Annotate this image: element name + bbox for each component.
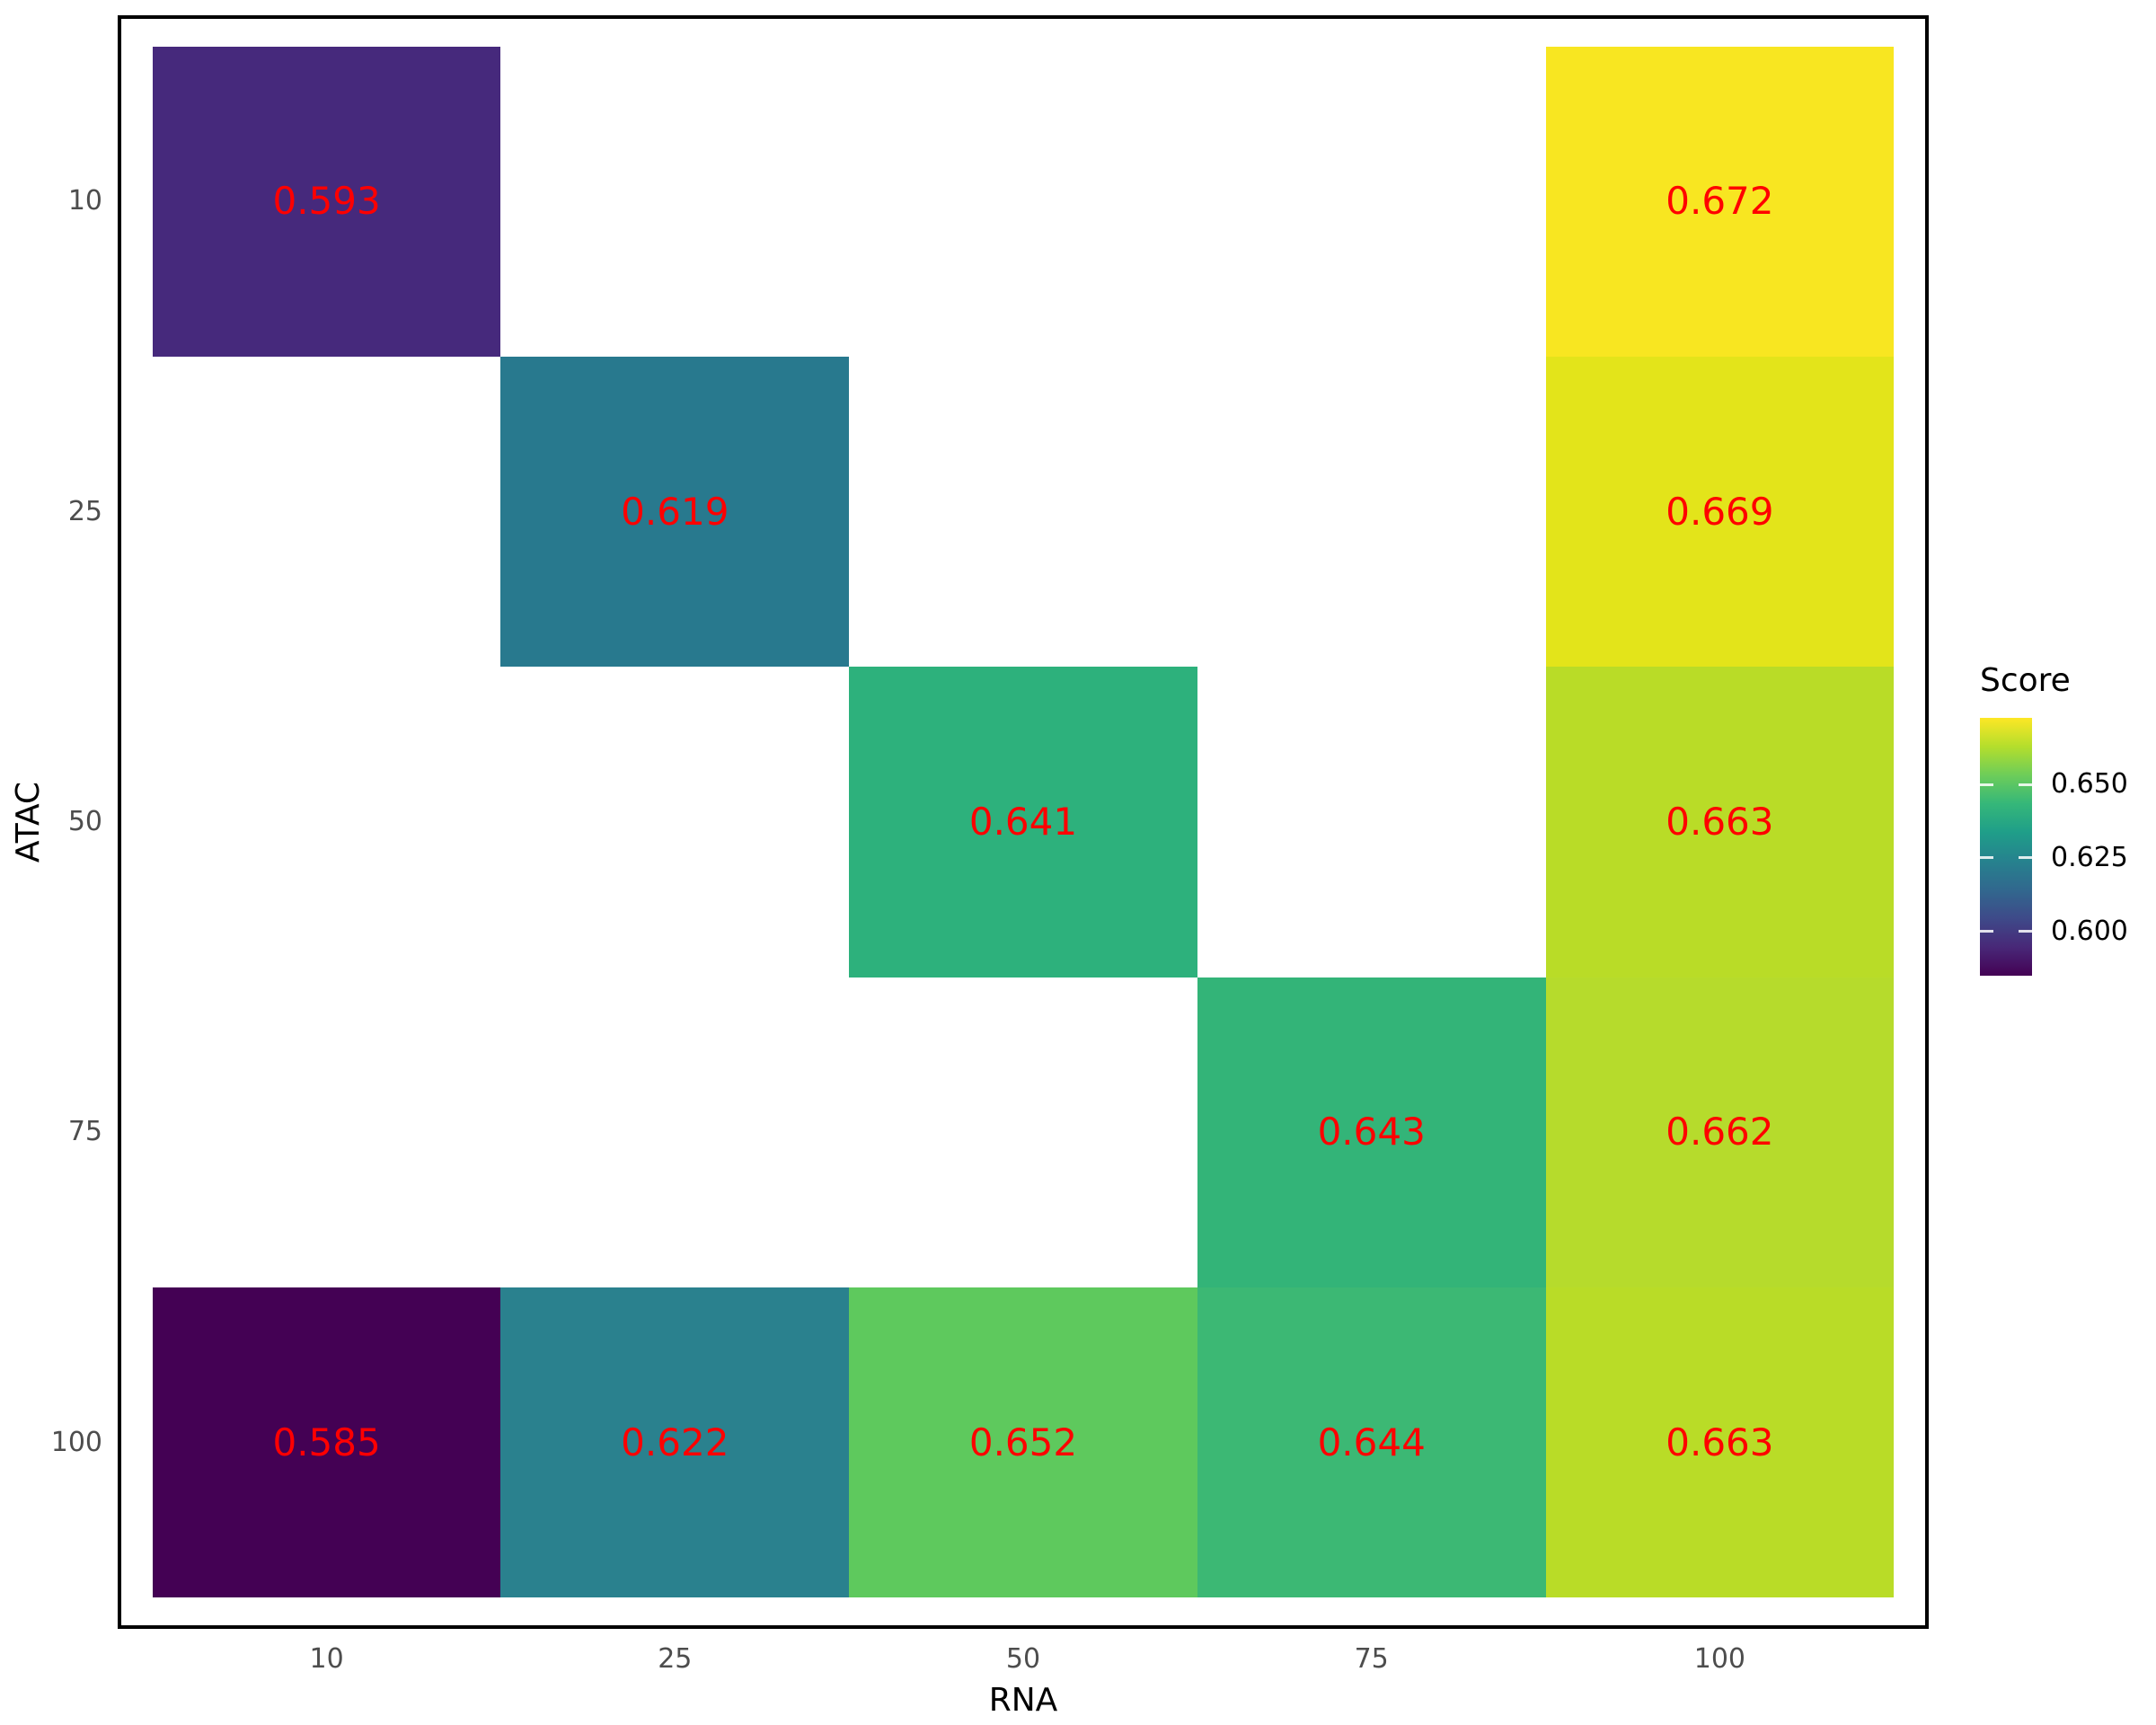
heatmap-tile: 0.585 [152, 1287, 501, 1598]
tile-value-label: 0.644 [1317, 1420, 1426, 1464]
heatmap-tile: 0.672 [1545, 46, 1895, 357]
heatmap-tile: 0.663 [1545, 667, 1895, 978]
x-tick-label: 50 [1005, 1643, 1041, 1675]
heatmap-tile: 0.643 [1197, 977, 1546, 1288]
heatmap-tile: 0.619 [500, 356, 850, 668]
heatmap-tile: 0.644 [1197, 1287, 1546, 1598]
legend-colorbar [1980, 718, 2032, 976]
tile-value-label: 0.585 [272, 1420, 381, 1464]
x-axis-title: RNA [988, 1682, 1058, 1719]
legend-tick-mark [2019, 783, 2032, 786]
heatmap-tile: 0.652 [849, 1287, 1197, 1598]
legend-tick-mark [1980, 783, 1993, 786]
legend-tick-label: 0.650 [2051, 768, 2128, 801]
legend-tick-mark [1980, 856, 1993, 860]
x-tick-label: 10 [309, 1643, 344, 1675]
tile-value-label: 0.622 [621, 1420, 729, 1464]
heatmap-tile: 0.662 [1545, 977, 1895, 1288]
tile-value-label: 0.663 [1666, 799, 1774, 844]
tile-value-label: 0.663 [1666, 1420, 1774, 1464]
tile-value-label: 0.643 [1317, 1110, 1426, 1154]
legend-tick-mark [1980, 930, 1993, 933]
tile-value-label: 0.641 [968, 799, 1078, 844]
legend-tick-mark [2019, 930, 2032, 933]
y-tick-label: 100 [50, 1426, 102, 1458]
heatmap-tile: 0.622 [500, 1287, 850, 1598]
heatmap-tile: 0.669 [1545, 356, 1895, 668]
tile-value-label: 0.669 [1666, 489, 1774, 534]
legend-tick-label: 0.600 [2051, 915, 2128, 947]
tile-value-label: 0.619 [621, 489, 729, 534]
tile-value-label: 0.662 [1666, 1110, 1774, 1154]
y-tick-label: 25 [67, 495, 102, 527]
y-tick-label: 50 [67, 806, 102, 837]
heatmap-tile: 0.641 [849, 667, 1197, 978]
x-tick-label: 100 [1693, 1643, 1746, 1675]
legend-title: Score [1980, 662, 2071, 699]
heatmap-tile: 0.663 [1545, 1287, 1895, 1598]
y-axis-title: ATAC [10, 781, 47, 863]
legend: Score 0.650 0.625 0.600 [1967, 665, 2156, 988]
y-tick-label: 75 [67, 1116, 102, 1148]
tile-value-label: 0.672 [1666, 179, 1774, 224]
legend-tick-label: 0.625 [2051, 841, 2128, 873]
x-tick-label: 25 [658, 1643, 693, 1675]
y-tick-label: 10 [67, 185, 102, 217]
legend-tick-mark [2019, 856, 2032, 860]
tile-value-label: 0.652 [968, 1420, 1078, 1464]
tile-value-label: 0.593 [272, 179, 381, 224]
x-tick-label: 75 [1354, 1643, 1389, 1675]
heatmap-tile: 0.593 [152, 46, 501, 357]
